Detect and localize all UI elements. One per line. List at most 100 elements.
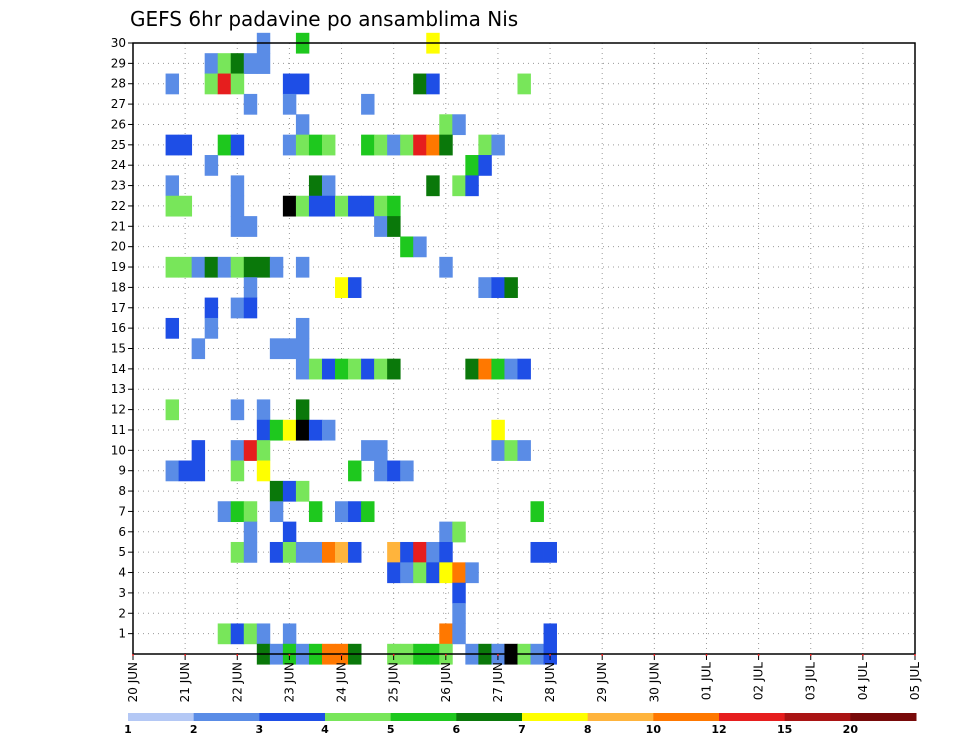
legend-label: 5 (387, 723, 395, 736)
color-legend: 1 2 3 4 5 6 7 8 10 12 15 20 (124, 713, 917, 736)
legend-swatch (259, 713, 326, 721)
y-tick-label: 9 (118, 464, 126, 478)
heatmap-cell (491, 134, 505, 156)
heatmap-cell (269, 480, 284, 502)
heatmap-cell (230, 297, 245, 319)
heatmap-cell (165, 460, 180, 482)
x-tick-label: 26 JUN (439, 662, 453, 702)
heatmap-cell (243, 521, 258, 543)
heatmap-cell (282, 541, 297, 563)
legend-label: 10 (646, 723, 662, 736)
heatmap-cell (387, 541, 401, 563)
heatmap-cell (387, 562, 401, 584)
heatmap-cell (361, 195, 375, 217)
heatmap-cell (439, 623, 453, 645)
x-tick-label: 03 JUL (804, 662, 818, 700)
heatmap-cell (230, 440, 245, 461)
x-tick-label: 21 JUN (178, 662, 192, 702)
y-tick-label: 18 (111, 280, 126, 294)
heatmap-cell (165, 175, 180, 197)
legend-swatch (522, 713, 589, 721)
heatmap-cell (217, 623, 232, 645)
heatmap-cell (452, 623, 466, 645)
heatmap-cell (282, 338, 297, 360)
legend-swatch (325, 713, 392, 721)
heatmap-cell (374, 195, 388, 217)
heatmap-cell (295, 114, 310, 136)
heatmap-cell (504, 277, 518, 298)
heatmap-cell (413, 73, 427, 95)
heatmap-cell (478, 155, 492, 176)
x-tick-label: 05 JUL (908, 662, 922, 700)
heatmap-cell (269, 338, 284, 360)
heatmap-cell (361, 501, 375, 523)
heatmap-cell (321, 175, 336, 197)
heatmap-cell (204, 155, 219, 176)
heatmap-cell (413, 541, 427, 563)
legend-swatch (653, 713, 720, 721)
heatmap-cell (282, 623, 297, 645)
heatmap-cell (204, 53, 219, 74)
heatmap-cell (491, 358, 505, 380)
heatmap-cell (478, 358, 492, 380)
x-axis: 20 JUN 21 JUN 22 JUN 23 JUN 24 JUN 25 JUN 26 J… (126, 654, 922, 702)
heatmap-cell (295, 480, 310, 502)
legend-label: 12 (711, 723, 726, 736)
heatmap-cell (178, 256, 193, 278)
heatmap-cell (374, 460, 388, 482)
x-tick-label: 02 JUL (752, 662, 766, 700)
heatmap-cell (400, 134, 414, 156)
heatmap-cell (243, 541, 258, 563)
heatmap-cell (308, 175, 323, 197)
grid-layer (132, 42, 916, 654)
heatmap-cell (517, 73, 531, 95)
heatmap-cell (452, 521, 466, 543)
heatmap-cell (165, 195, 180, 217)
heatmap-cell (165, 256, 180, 278)
heatmap-cell (321, 134, 336, 156)
y-tick-label: 23 (111, 179, 126, 193)
heatmap-cell (204, 256, 219, 278)
legend-label: 15 (777, 723, 792, 736)
y-tick-label: 30 (111, 36, 126, 50)
heatmap-cell (282, 419, 297, 441)
heatmap-cell (478, 277, 492, 298)
heatmap-cell (308, 358, 323, 380)
heatmap-cell (256, 53, 271, 74)
heatmap-cell (230, 623, 245, 645)
heatmap-cell (478, 134, 492, 156)
x-tick-label: 01 JUL (699, 662, 713, 700)
heatmap-cell (361, 93, 375, 115)
heatmap-cell (230, 53, 245, 74)
heatmap-cell (217, 134, 232, 156)
heatmap-cell (426, 541, 440, 563)
legend-label: 20 (843, 723, 859, 736)
heatmap-cell (295, 541, 310, 563)
y-tick-label: 17 (111, 301, 126, 315)
x-tick-label: 22 JUN (230, 662, 244, 702)
y-tick-label: 24 (111, 158, 126, 172)
heatmap-cell (282, 195, 297, 217)
heatmap-cell (230, 460, 245, 482)
legend-swatch (128, 713, 195, 721)
heatmap-cell (191, 460, 206, 482)
x-tick-label: 29 JUN (595, 662, 609, 702)
heatmap-cell (335, 501, 349, 523)
heatmap-cell (191, 256, 206, 278)
heatmap-cell (413, 134, 427, 156)
heatmap-cell (295, 73, 310, 95)
heatmap-cell (348, 358, 362, 380)
y-tick-label: 7 (118, 504, 126, 518)
heatmap-cell (295, 338, 310, 360)
heatmap-cell (295, 419, 310, 441)
heatmap-cell (374, 134, 388, 156)
y-tick-label: 15 (111, 342, 126, 356)
x-tick-label: 30 JUN (647, 662, 661, 702)
heatmap-cell (243, 277, 258, 298)
heatmap-cell (308, 134, 323, 156)
legend-swatch (784, 713, 851, 721)
y-tick-label: 14 (111, 362, 126, 376)
heatmap-cell (452, 582, 466, 604)
heatmap-cell (308, 541, 323, 563)
